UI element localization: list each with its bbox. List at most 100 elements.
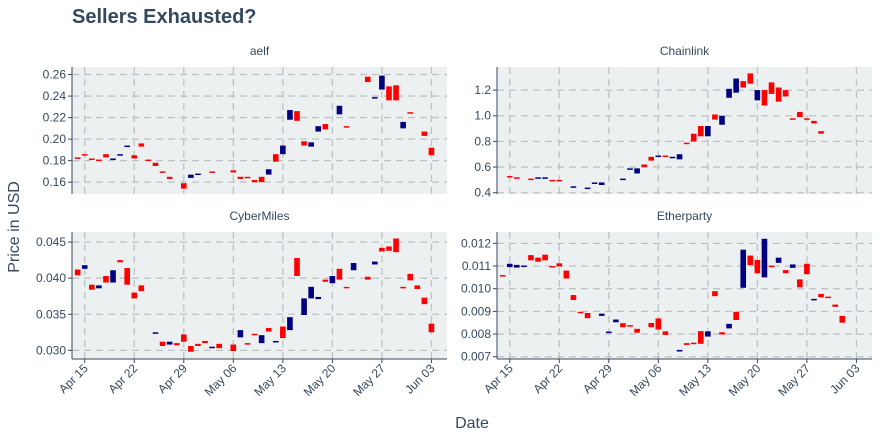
candle-down — [832, 304, 839, 307]
candle-down — [563, 270, 570, 279]
panel-etherparty: Etherparty 0.007 0.008 0.009 0.010 0.011 0.012… — [461, 209, 872, 399]
candle-down — [230, 344, 237, 352]
y-tick-label: 0.035 — [36, 307, 66, 321]
candle-down — [386, 86, 392, 101]
candle-down — [180, 183, 187, 189]
candle-down — [202, 340, 208, 344]
candle-up — [265, 169, 272, 175]
candle-down — [364, 276, 371, 280]
candle-up — [634, 168, 640, 174]
candle-up — [372, 97, 378, 99]
x-tick-label: May 27 — [775, 361, 813, 399]
candle-down — [839, 315, 846, 323]
y-tick-label: 0.6 — [474, 160, 491, 174]
candle-up — [280, 145, 286, 155]
candle-down — [138, 143, 145, 147]
panel-chainlink: Chainlink 0.4 0.6 0.8 1.0 1.2 — [474, 44, 872, 200]
candle-down — [421, 297, 428, 305]
candle-down — [188, 346, 194, 352]
x-tick-label: Apr 22 — [105, 361, 140, 396]
candle-up — [329, 276, 336, 284]
candle-down — [733, 311, 739, 320]
candle-down — [549, 266, 555, 268]
candle-up — [705, 331, 711, 337]
y-tick-label: 0.008 — [461, 327, 491, 341]
candle-up — [400, 121, 406, 129]
candle-up — [506, 263, 513, 268]
candle-up — [209, 346, 215, 349]
candle-down — [103, 276, 109, 283]
panel-cybermiles: CyberMiles 0.030 0.035 0.040 0.045 Apr 15 Apr … — [36, 209, 447, 399]
candle-down — [159, 171, 166, 173]
chart-title: Sellers Exhausted? — [72, 6, 257, 28]
candle-down — [782, 90, 789, 97]
candle-down — [414, 285, 421, 290]
candle-up — [152, 332, 159, 334]
candle-up — [726, 88, 732, 98]
x-axis-title: Date — [455, 415, 489, 432]
y-tick-label: 0.045 — [36, 235, 66, 249]
candle-down — [747, 73, 754, 84]
candle-down — [634, 328, 640, 333]
candle-up — [740, 249, 747, 288]
candle-down — [258, 176, 265, 183]
candle-up — [315, 296, 322, 300]
candle-up — [591, 182, 598, 184]
candle-up — [521, 265, 527, 268]
candle-down — [627, 325, 633, 327]
x-tick-label: Apr 22 — [530, 361, 565, 396]
candle-down — [322, 279, 329, 282]
candle-up — [514, 264, 520, 268]
candle-up — [535, 177, 541, 179]
candle-down — [74, 157, 81, 159]
candle-down — [542, 254, 548, 261]
x-tick-label: Apr 15 — [481, 361, 516, 396]
candle-down — [535, 257, 541, 262]
panel-background — [497, 67, 872, 194]
y-tick-label: 0.030 — [36, 343, 66, 357]
candle-down — [528, 178, 534, 181]
candle-down — [301, 141, 307, 146]
candle-down — [180, 334, 187, 342]
candle-up — [287, 110, 293, 120]
candle-down — [697, 126, 704, 137]
candle-up — [301, 298, 307, 315]
candle-down — [768, 82, 775, 94]
candle-up — [308, 142, 314, 147]
candle-down — [648, 322, 655, 328]
candle-down — [322, 124, 329, 130]
y-tick-label: 0.040 — [36, 271, 66, 285]
y-tick-label: 0.009 — [461, 304, 491, 318]
candle-down — [209, 171, 215, 173]
candle-up — [789, 264, 796, 268]
x-tick-label: Apr 29 — [155, 361, 190, 396]
candle-down — [719, 332, 725, 335]
candle-down — [343, 126, 350, 128]
candle-down — [103, 154, 109, 158]
candle-up — [719, 115, 725, 125]
candle-down — [294, 257, 300, 277]
candle-down — [89, 158, 95, 160]
y-tick-label: 1.2 — [474, 83, 491, 97]
x-tick-label: May 06 — [627, 361, 665, 399]
x-tick-label: Jun 03 — [827, 361, 863, 397]
x-tick-label: May 13 — [251, 361, 289, 399]
y-tick-label: 0.007 — [461, 350, 491, 364]
candle-down — [81, 154, 88, 156]
candle-down — [336, 268, 343, 280]
candle-down — [740, 81, 747, 88]
x-tick-label: Jun 03 — [402, 361, 438, 397]
candle-up — [598, 182, 605, 186]
candle-up — [627, 168, 633, 170]
candle-down — [152, 162, 159, 167]
candle-up — [598, 313, 605, 316]
y-tick-label: 1.0 — [474, 109, 491, 123]
candle-down — [499, 275, 506, 277]
candle-down — [117, 260, 123, 263]
candle-down — [662, 331, 669, 335]
candle-down — [690, 342, 697, 345]
candle-down — [556, 179, 563, 182]
candle-down — [648, 156, 655, 161]
y-tick-label: 0.4 — [474, 186, 491, 200]
panel-title: aelf — [250, 44, 270, 58]
